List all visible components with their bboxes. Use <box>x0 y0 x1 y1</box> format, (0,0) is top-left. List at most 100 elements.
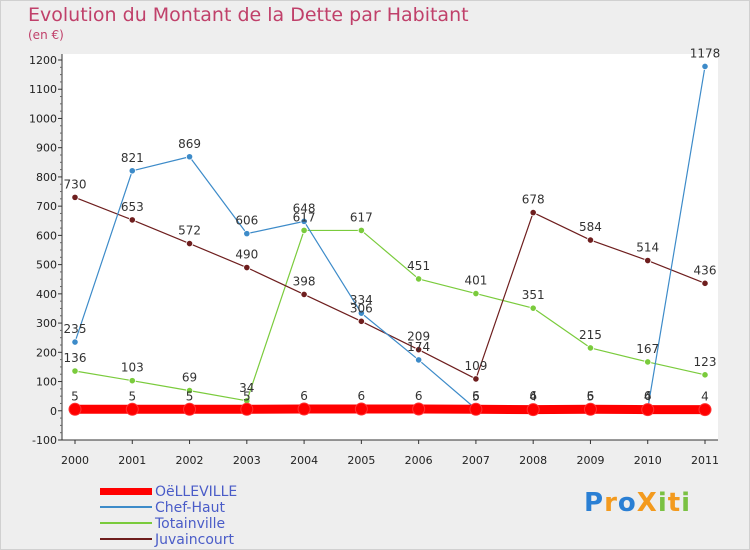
series-0-point-4 <box>297 402 311 416</box>
series-3-label-9: 584 <box>579 220 602 234</box>
chart-subtitle: (en €) <box>28 28 64 42</box>
series-2-label-4: 617 <box>293 210 316 224</box>
series-2-label-3: 34 <box>239 381 254 395</box>
y-tick-label-6: 500 <box>36 259 57 272</box>
series-0-label-1: 5 <box>128 389 136 403</box>
series-0-label-0: 5 <box>71 389 79 403</box>
series-line-3 <box>74 196 706 380</box>
series-2-point-10 <box>644 358 652 366</box>
series-1-label-3: 606 <box>235 214 258 228</box>
x-tick-label-3: 2003 <box>233 454 261 467</box>
y-tick-label-2: 100 <box>36 376 57 389</box>
y-tick-label-5: 400 <box>36 288 57 301</box>
series-1-label-0: 235 <box>64 322 87 336</box>
y-tick-label-13: 1200 <box>29 54 57 67</box>
series-3-label-10: 514 <box>636 241 659 255</box>
plot-area <box>62 54 718 440</box>
series-3-point-8 <box>529 208 537 217</box>
legend-label-chef-haut: Chef-Haut <box>155 500 225 516</box>
x-tick-label-9: 2009 <box>576 454 604 467</box>
series-3-label-8: 678 <box>522 193 545 207</box>
series-2-label-6: 451 <box>407 259 430 273</box>
y-tick-label-3: 200 <box>36 346 57 359</box>
series-3-point-1 <box>128 216 136 224</box>
series-2-point-4 <box>300 226 308 235</box>
legend-label-juvaincourt: Juvaincourt <box>155 532 235 548</box>
series-3-label-2: 572 <box>178 224 201 238</box>
series-2-point-8 <box>529 304 537 312</box>
series-1-label-4: 648 <box>293 201 316 215</box>
series-0-point-1 <box>125 402 139 416</box>
series-0-point-0 <box>68 402 82 416</box>
y-tick-label-0: -100 <box>32 434 57 447</box>
series-0-point-11 <box>698 403 712 417</box>
series-0-label-11: 4 <box>701 390 709 404</box>
series-0-label-4: 6 <box>300 389 308 403</box>
series-1-point-0 <box>71 338 79 346</box>
series-3-point-0 <box>71 193 79 201</box>
series-1-label-11: 1178 <box>690 46 721 60</box>
series-0-point-10 <box>641 403 655 417</box>
series-0-point-8 <box>526 403 540 417</box>
series-0-label-5: 6 <box>358 389 366 403</box>
legend-swatch-juvaincourt <box>100 538 152 540</box>
series-3-point-6 <box>415 346 423 354</box>
series-3-point-11 <box>701 279 709 287</box>
series-2-label-11: 123 <box>694 355 717 369</box>
series-0-label-6: 6 <box>415 389 423 403</box>
series-3-point-3 <box>243 263 251 272</box>
y-tick-label-8: 700 <box>36 200 57 213</box>
series-2-point-11 <box>701 371 709 379</box>
series-0-point-5 <box>354 402 368 416</box>
series-1-point-1 <box>128 167 136 175</box>
series-0-point-7 <box>469 402 483 416</box>
series-0-label-9: 5 <box>587 389 595 403</box>
series-2-point-6 <box>415 275 423 283</box>
series-3-point-9 <box>586 236 595 244</box>
logo-letter-3: X <box>636 488 658 518</box>
logo-letter-0: P <box>584 488 605 518</box>
series-3-label-5: 306 <box>350 301 373 315</box>
logo-letter-2: o <box>617 488 637 518</box>
y-tick-label-12: 1100 <box>29 83 57 96</box>
series-1-label-6: 174 <box>407 340 430 354</box>
series-3-label-7: 109 <box>464 359 487 373</box>
x-tick-label-8: 2008 <box>519 454 547 467</box>
series-3-point-5 <box>357 317 365 325</box>
y-tick-label-1: 0 <box>50 405 57 418</box>
x-tick-label-5: 2005 <box>347 454 375 467</box>
series-1-label-1: 821 <box>121 151 144 165</box>
x-tick-label-6: 2006 <box>405 454 433 467</box>
series-2-point-5 <box>357 226 365 235</box>
legend-swatch-totainville <box>100 522 152 524</box>
series-3-label-4: 398 <box>293 274 316 288</box>
series-2-label-1: 103 <box>121 361 144 375</box>
series-2-label-9: 215 <box>579 328 602 342</box>
series-2-label-5: 617 <box>350 210 373 224</box>
series-2-point-2 <box>185 386 194 395</box>
x-tick-label-7: 2007 <box>462 454 490 467</box>
proxiti-logo: ProXiti <box>584 488 691 518</box>
y-tick-label-7: 600 <box>36 229 57 242</box>
series-3-point-7 <box>472 375 480 383</box>
series-1-label-5: 334 <box>350 293 373 307</box>
series-1-label-8: 6 <box>529 389 537 403</box>
series-2-point-7 <box>472 289 480 298</box>
series-3-point-10 <box>644 256 652 265</box>
series-2-label-7: 401 <box>464 274 487 288</box>
series-1-point-3 <box>243 230 251 238</box>
x-tick-label-4: 2004 <box>290 454 318 467</box>
series-0-label-3: 5 <box>243 389 251 403</box>
series-1-label-7: 6 <box>472 389 480 403</box>
legend-swatch-chef-haut <box>100 506 152 508</box>
series-line-2 <box>74 229 706 402</box>
series-2-label-8: 351 <box>522 288 545 302</box>
series-1-label-9: 6 <box>587 389 595 403</box>
series-3-label-1: 653 <box>121 200 144 214</box>
series-1-point-2 <box>185 153 194 161</box>
series-3-label-0: 730 <box>64 177 87 191</box>
chart-title: Evolution du Montant de la Dette par Hab… <box>28 4 469 26</box>
series-3-label-3: 490 <box>235 248 258 262</box>
logo-letter-6: i <box>681 488 692 518</box>
